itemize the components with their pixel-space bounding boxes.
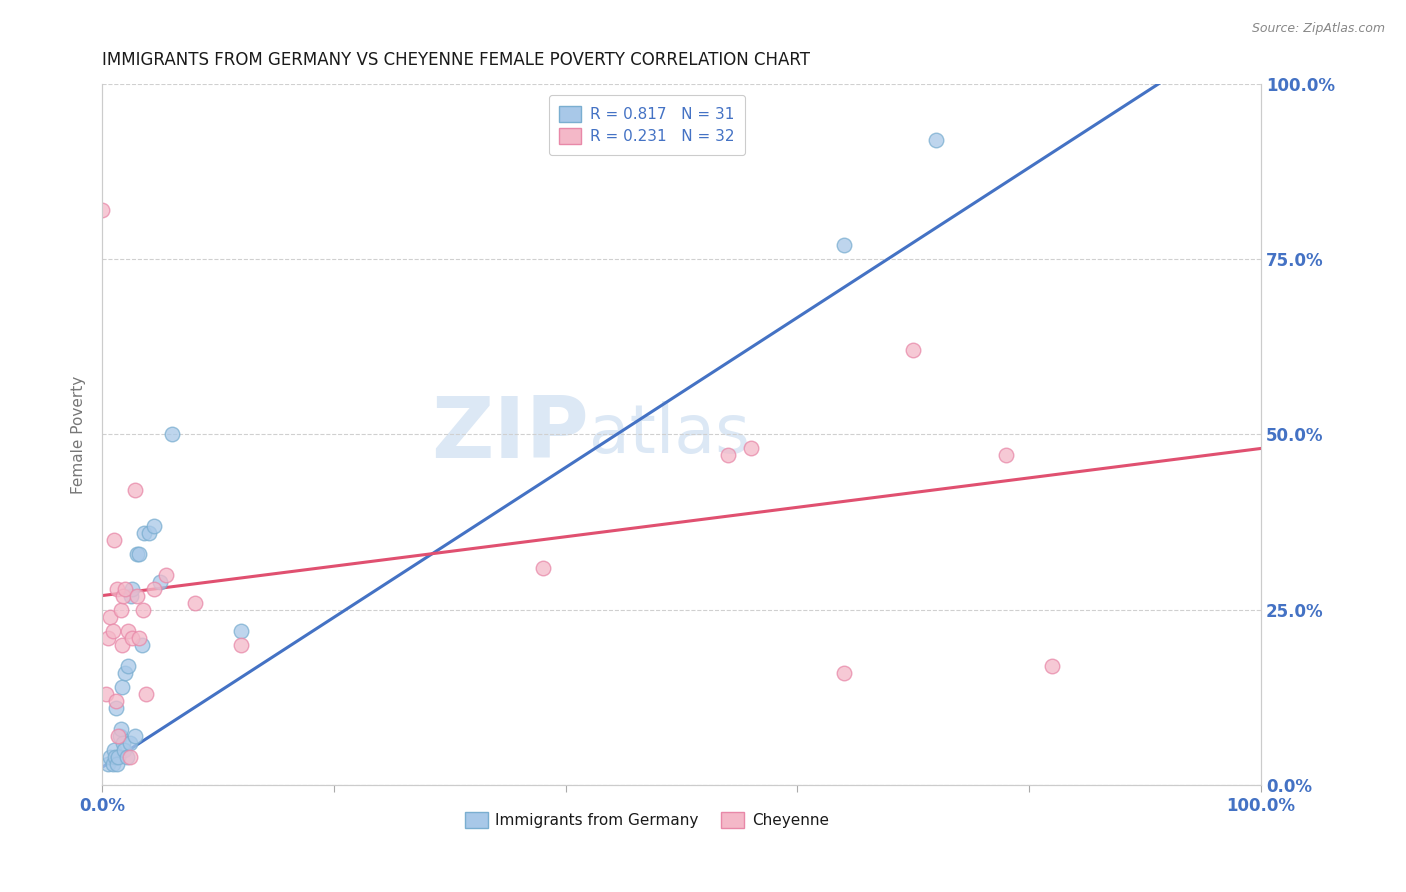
Legend: R = 0.817   N = 31, R = 0.231   N = 32: R = 0.817 N = 31, R = 0.231 N = 32 (548, 95, 745, 154)
Point (105, 756, 128, 771)
Point (118, 736, 141, 750)
Point (155, 567, 177, 582)
Point (117, 658, 139, 673)
Text: IMMIGRANTS FROM GERMANY VS CHEYENNE FEMALE POVERTY CORRELATION CHART: IMMIGRANTS FROM GERMANY VS CHEYENNE FEMA… (103, 51, 810, 69)
Point (143, 582, 166, 596)
Point (110, 602, 132, 616)
Point (105, 700, 128, 714)
Point (98, 749, 121, 764)
Point (105, 582, 128, 596)
Point (114, 665, 136, 680)
Point (160, 427, 183, 442)
Text: Source: ZipAtlas.com: Source: ZipAtlas.com (1251, 22, 1385, 36)
Point (132, 525, 155, 540)
Point (143, 518, 166, 533)
Point (107, 729, 129, 743)
Y-axis label: Female Poverty: Female Poverty (72, 376, 86, 493)
Point (101, 756, 124, 771)
Point (131, 638, 153, 652)
Point (128, 547, 150, 561)
Point (108, 729, 131, 743)
Point (105, 694, 128, 708)
Point (125, 547, 148, 561)
Point (903, 343, 925, 358)
Point (112, 736, 135, 750)
Point (120, 589, 142, 603)
Point (132, 602, 155, 616)
Point (231, 638, 253, 652)
Point (115, 749, 138, 764)
Point (107, 749, 129, 764)
Point (112, 742, 135, 756)
Point (111, 638, 134, 652)
Point (231, 624, 253, 638)
Point (832, 665, 855, 680)
Point (717, 449, 740, 463)
Point (110, 722, 132, 736)
Point (138, 525, 160, 540)
Point (114, 582, 136, 596)
Point (94, 687, 117, 701)
Point (125, 589, 148, 603)
Point (98, 609, 121, 624)
Point (118, 749, 141, 764)
Point (740, 442, 762, 456)
Point (97, 631, 120, 645)
Point (103, 533, 125, 547)
Point (97, 756, 120, 771)
Point (121, 582, 143, 596)
Point (135, 687, 157, 701)
Point (531, 560, 554, 574)
Point (128, 631, 150, 645)
Point (117, 624, 139, 638)
Point (112, 589, 135, 603)
Text: atlas: atlas (589, 401, 749, 467)
Point (124, 483, 146, 498)
Point (925, 133, 948, 147)
Point (101, 624, 124, 638)
Text: ZIP: ZIP (432, 393, 589, 476)
Point (184, 596, 207, 610)
Point (104, 749, 127, 764)
Point (994, 449, 1017, 463)
Point (832, 238, 855, 252)
Point (103, 742, 125, 756)
Point (124, 729, 146, 743)
Point (1040, 658, 1063, 673)
Point (121, 631, 143, 645)
Point (149, 574, 172, 589)
Point (111, 680, 134, 694)
Point (91, 203, 114, 218)
